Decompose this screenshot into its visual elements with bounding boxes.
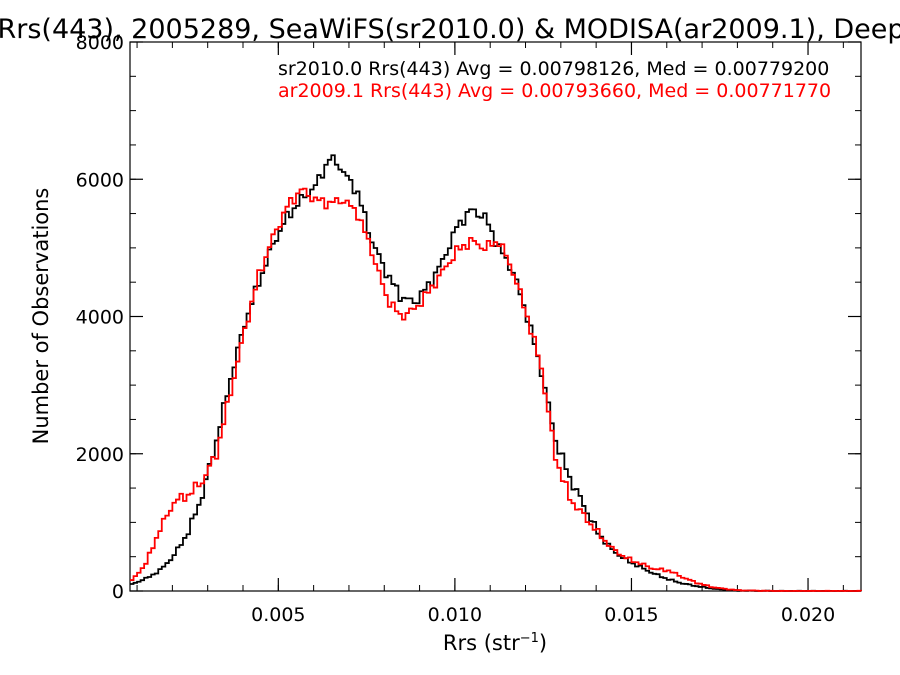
series-line-sr2010.0 [130,154,862,592]
x-tick-label: 0.020 [781,604,835,626]
y-tick-label: 2000 [76,444,124,466]
x-tick-label: 0.015 [604,604,658,626]
plot-area [129,41,862,592]
series-layer [130,154,862,592]
y-tick-label: 4000 [76,307,124,329]
series-line-ar2009.1 [130,187,862,592]
x-tick-label: 0.005 [251,604,305,626]
y-axis: 0 2000 4000 6000 8000 [76,32,861,603]
y-tick-label: 6000 [76,169,124,191]
x-axis-label: Rrs (str−1) [443,631,547,655]
y-tick-label: 0 [112,581,124,603]
x-axis-label-superscript: −1 [520,631,539,646]
x-axis: 0.005 0.010 0.015 0.020 [136,42,844,626]
x-axis-label-end: ) [539,631,547,655]
legend-entry-sr2010: sr2010.0 Rrs(443) Avg = 0.00798126, Med … [278,58,829,80]
legend-entry-ar2009: ar2009.1 Rrs(443) Avg = 0.00793660, Med … [278,80,831,102]
x-axis-label-main: Rrs (str [443,631,520,655]
y-tick-label: 8000 [76,32,124,54]
chart-title: Rrs(443), 2005289, SeaWiFS(sr2010.0) & M… [0,14,900,45]
y-axis-label: Number of Observations [29,188,53,445]
x-tick-label: 0.010 [428,604,482,626]
plot-frame [129,41,862,592]
